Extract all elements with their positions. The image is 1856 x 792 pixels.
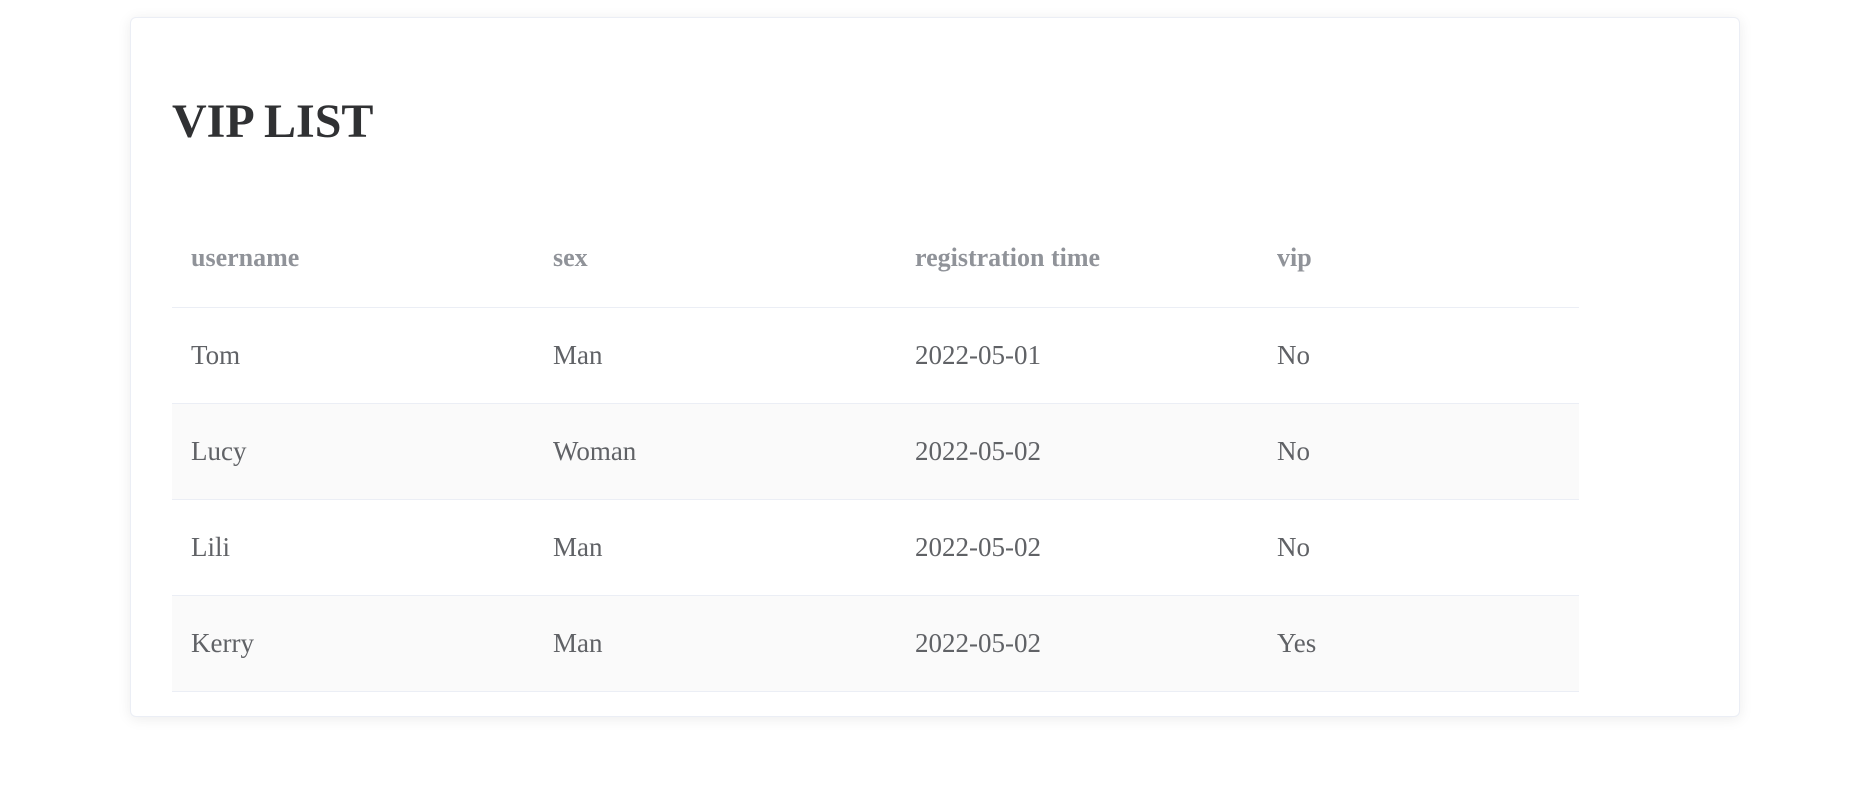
cell-registration-time: 2022-05-02: [896, 403, 1258, 500]
page-title: VIP LIST: [172, 95, 374, 148]
column-header-registration-time: registration time: [896, 210, 1258, 308]
cell-username: Lili: [172, 499, 534, 596]
cell-sex: Man: [534, 499, 896, 596]
cell-vip: No: [1258, 307, 1579, 404]
column-header-username: username: [172, 210, 534, 308]
cell-username: Tom: [172, 307, 534, 404]
cell-vip: No: [1258, 403, 1579, 500]
vip-table: username sex registration time vip Tom M…: [172, 210, 1579, 692]
cell-sex: Man: [534, 595, 896, 692]
cell-registration-time: 2022-05-02: [896, 499, 1258, 596]
table-header-row: username sex registration time vip: [172, 210, 1579, 308]
cell-sex: Woman: [534, 403, 896, 500]
cell-vip: No: [1258, 499, 1579, 596]
table-row: Lili Man 2022-05-02 No: [172, 499, 1579, 596]
cell-vip: Yes: [1258, 595, 1579, 692]
vip-list-card: VIP LIST username sex registration time …: [130, 17, 1740, 717]
table-row: Kerry Man 2022-05-02 Yes: [172, 595, 1579, 692]
cell-registration-time: 2022-05-02: [896, 595, 1258, 692]
cell-sex: Man: [534, 307, 896, 404]
column-header-vip: vip: [1258, 210, 1579, 308]
table-row: Tom Man 2022-05-01 No: [172, 307, 1579, 404]
cell-username: Lucy: [172, 403, 534, 500]
column-header-sex: sex: [534, 210, 896, 308]
cell-username: Kerry: [172, 595, 534, 692]
table-row: Lucy Woman 2022-05-02 No: [172, 403, 1579, 500]
cell-registration-time: 2022-05-01: [896, 307, 1258, 404]
